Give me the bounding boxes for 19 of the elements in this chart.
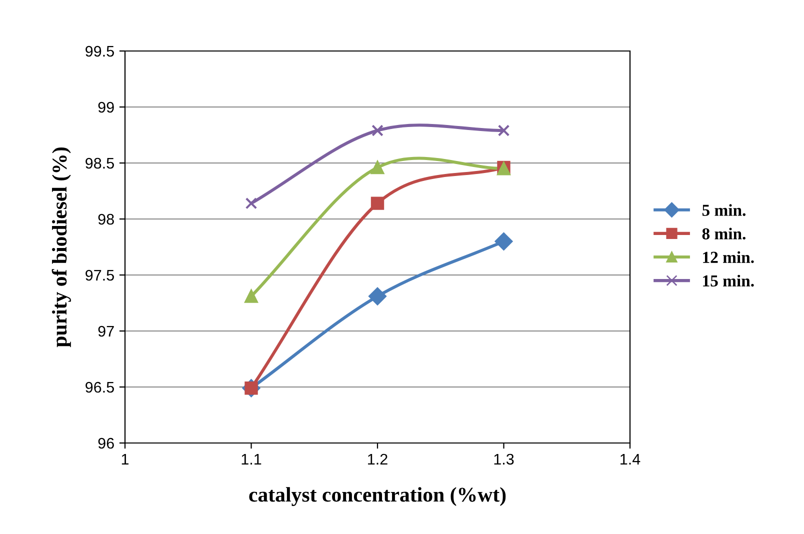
- y-tick-label: 99.5: [86, 46, 114, 57]
- legend-label: 5 min.: [702, 204, 746, 216]
- y-tick-label: 98.5: [86, 158, 114, 169]
- x-axis-title: catalyst concentration (%wt): [249, 487, 506, 506]
- y-tick-label: 96.5: [86, 382, 114, 393]
- x-tick-label: 1.1: [242, 454, 262, 464]
- x-tick-label: 1.4: [620, 454, 640, 464]
- y-tick-label: 98: [98, 214, 114, 225]
- x-tick-label: 1: [122, 454, 129, 464]
- legend-label: 8 min.: [702, 228, 746, 240]
- y-axis-title: purity of biodiesel (%): [52, 148, 71, 348]
- x-tick-label: 1.2: [368, 454, 388, 464]
- legend-label: 15 min.: [703, 274, 754, 287]
- x-tick-label: 1.3: [494, 454, 514, 465]
- y-tick-label: 97: [98, 326, 114, 337]
- y-tick-label: 99: [98, 102, 114, 113]
- y-tick-label: 96: [98, 438, 114, 449]
- legend-label: 12 min.: [703, 251, 754, 264]
- y-tick-label: 97.5: [86, 270, 114, 281]
